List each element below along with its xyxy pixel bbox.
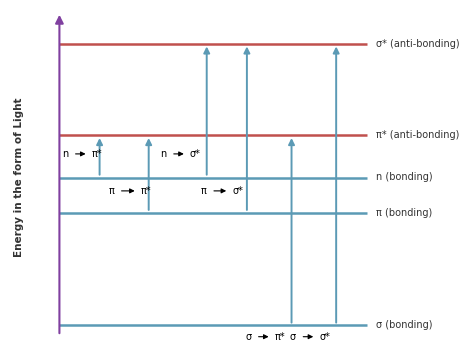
- Text: π*: π*: [141, 186, 151, 196]
- Text: π (bonding): π (bonding): [376, 208, 433, 218]
- Text: σ (bonding): σ (bonding): [376, 321, 433, 331]
- Text: n (bonding): n (bonding): [376, 173, 433, 182]
- Text: n: n: [62, 149, 68, 159]
- Text: σ*: σ*: [190, 149, 201, 159]
- Text: π* (anti-bonding): π* (anti-bonding): [376, 130, 460, 140]
- Text: σ: σ: [245, 332, 251, 342]
- Text: σ*: σ*: [319, 332, 330, 342]
- Text: Energy in the form of Light: Energy in the form of Light: [14, 98, 24, 257]
- Text: π: π: [201, 186, 207, 196]
- Text: π*: π*: [274, 332, 285, 342]
- Text: σ* (anti-bonding): σ* (anti-bonding): [376, 39, 460, 49]
- Text: σ: σ: [290, 332, 296, 342]
- Text: σ*: σ*: [232, 186, 243, 196]
- Text: π*: π*: [91, 149, 102, 159]
- Text: π: π: [109, 186, 114, 196]
- Text: n: n: [160, 149, 166, 159]
